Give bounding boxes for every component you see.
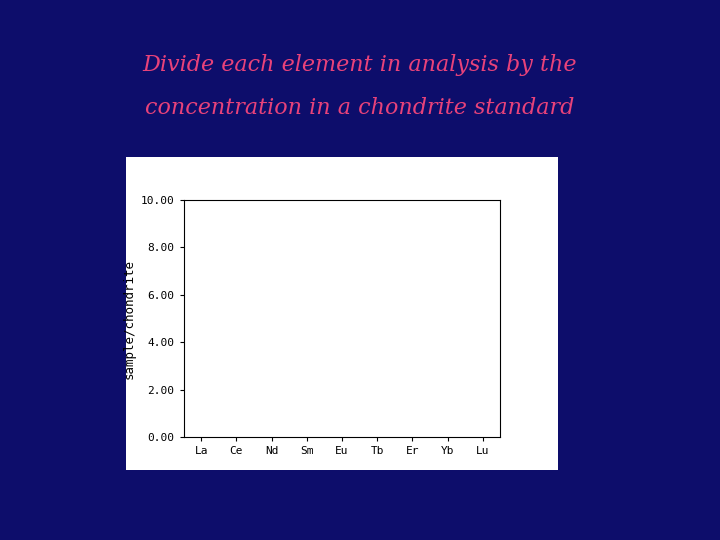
Y-axis label: sample/chondrite: sample/chondrite [122,259,135,379]
Text: concentration in a chondrite standard: concentration in a chondrite standard [145,97,575,119]
Text: Divide each element in analysis by the: Divide each element in analysis by the [143,54,577,76]
